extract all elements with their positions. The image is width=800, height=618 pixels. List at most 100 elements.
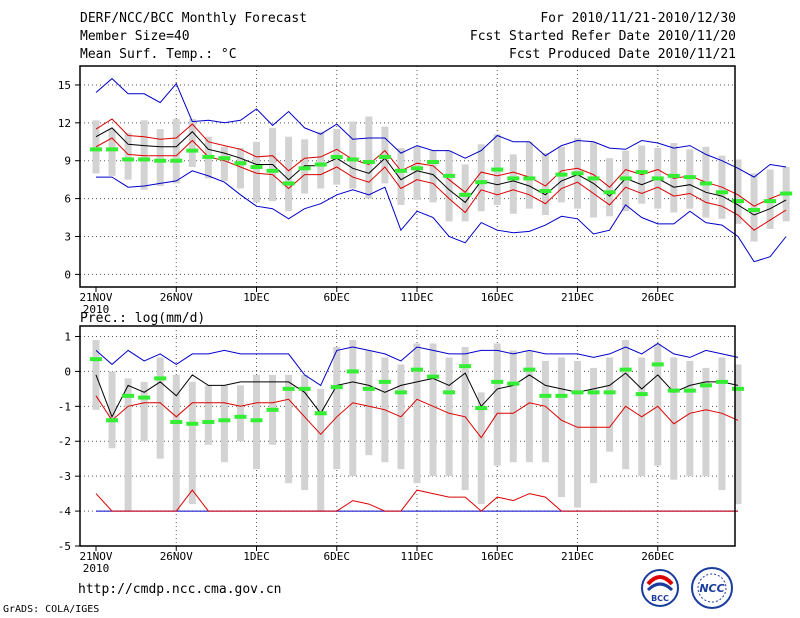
temp-sigma-upper-line [95, 118, 787, 207]
temp-xtick-label: 16DEC [481, 291, 514, 304]
prec-box [429, 343, 437, 477]
prec-median-mark [378, 379, 391, 384]
temp-median-mark [266, 168, 279, 173]
temp-box [285, 136, 293, 212]
prec-box [333, 346, 341, 470]
temp-median-mark [298, 166, 311, 171]
prec-median-mark [732, 386, 744, 391]
prec-box [654, 343, 662, 466]
temp-median-mark [346, 157, 359, 162]
temp-median-mark [523, 176, 536, 181]
temp-box [445, 150, 453, 222]
prec-median-mark [667, 388, 680, 393]
prec-median-mark [507, 381, 520, 386]
prec-box [686, 360, 694, 477]
prec-box [622, 339, 630, 470]
temp-min-line [96, 170, 787, 263]
temp-median-mark [90, 147, 102, 152]
ncc-logo: NCC [691, 567, 733, 609]
prec-median-mark [186, 421, 199, 426]
temp-median-mark [122, 157, 135, 162]
prec-median-mark [138, 395, 151, 400]
prec-xtick-label: 11DEC [400, 550, 433, 563]
prec-box [285, 374, 293, 484]
temp-median-mark [667, 173, 680, 178]
temp-box [220, 146, 228, 181]
temp-box [413, 146, 421, 200]
temp-box [397, 148, 405, 205]
prec-box [702, 367, 710, 477]
temp-box [750, 173, 758, 242]
temp-median-mark [362, 159, 375, 164]
temp-box [317, 131, 325, 189]
temp-xtick-label: 21NOV [79, 291, 112, 304]
prec-ytick-label: 0 [64, 365, 71, 378]
temp-box [622, 150, 630, 212]
temp-median-mark [732, 199, 744, 204]
temp-median-mark [443, 173, 456, 178]
prec-box [124, 378, 132, 512]
temp-median-mark [138, 157, 151, 162]
prec-mean-line [95, 372, 739, 419]
temp-median-mark [780, 191, 793, 196]
prec-xtick-label: 21NOV [79, 550, 112, 563]
temp-box [525, 141, 533, 209]
temp-median-mark [651, 176, 664, 181]
prec-year-label: 2010 [83, 562, 110, 575]
temp-median-mark [106, 147, 119, 152]
prec-xtick-label: 16DEC [481, 550, 514, 563]
forecast-range: For 2010/11/21-2010/12/30 [540, 11, 736, 26]
bcc-logo-text: BCC [651, 594, 669, 603]
prec-median-mark [539, 393, 552, 398]
prec-box [445, 357, 453, 477]
prec-median-mark [699, 383, 712, 388]
temp-ytick-label: 3 [64, 230, 71, 243]
temp-box [541, 153, 549, 216]
prec-box [718, 357, 726, 491]
bcc-logo: BCC [641, 569, 679, 607]
temp-median-mark [683, 175, 696, 180]
fcst-started-date: Fcst Started Refer Date 2010/11/20 [469, 29, 736, 44]
temp-box [108, 129, 116, 176]
prec-median-mark [202, 420, 215, 425]
prec-median-mark [571, 390, 584, 395]
temp-median-mark [411, 166, 423, 171]
temp-xtick-label: 11DEC [400, 291, 433, 304]
temp-box [236, 148, 244, 189]
prec-median-mark [555, 393, 568, 398]
prec-box [734, 364, 742, 505]
prec-box [220, 385, 228, 463]
ncc-logo-text: NCC [699, 582, 724, 595]
temp-box [253, 141, 260, 203]
prec-median-mark [330, 385, 343, 390]
temp-median-mark [314, 162, 327, 167]
prec-box [365, 350, 373, 456]
temp-box [172, 119, 180, 184]
temp-median-mark [764, 199, 777, 204]
prec-median-mark [170, 420, 183, 425]
temp-box [188, 119, 196, 168]
prec-sigma-upper-line [95, 395, 739, 439]
prec-median-mark [298, 386, 311, 391]
temp-xtick-label: 26NOV [160, 291, 193, 304]
temp-median-mark [282, 181, 295, 186]
prec-box [557, 357, 565, 498]
temp-median-mark [427, 159, 440, 164]
temperature-panel: 0 3 6 9 12 15 21NOV 26NOV 1DEC 6DEC 11DEC 16DEC 21DE… [58, 65, 793, 316]
prec-box [301, 374, 309, 491]
temp-median-mark [539, 189, 552, 194]
variable-label: Mean Surf. Temp.: °C [80, 47, 237, 62]
temp-median-mark [571, 171, 584, 176]
temp-max-line [95, 77, 787, 178]
member-size: Member Size=40 [80, 29, 190, 44]
prec-median-mark [715, 379, 728, 384]
temp-ytick-label: 12 [58, 117, 71, 130]
prec-xtick-label: 6DEC [324, 550, 351, 563]
temp-median-mark [587, 176, 600, 181]
prec-box [509, 350, 517, 463]
prec-median-mark [491, 379, 504, 384]
grads-credit: GrADS: COLA/IGES [3, 604, 100, 615]
prec-median-mark [411, 367, 423, 372]
prec-median-mark [619, 367, 632, 372]
